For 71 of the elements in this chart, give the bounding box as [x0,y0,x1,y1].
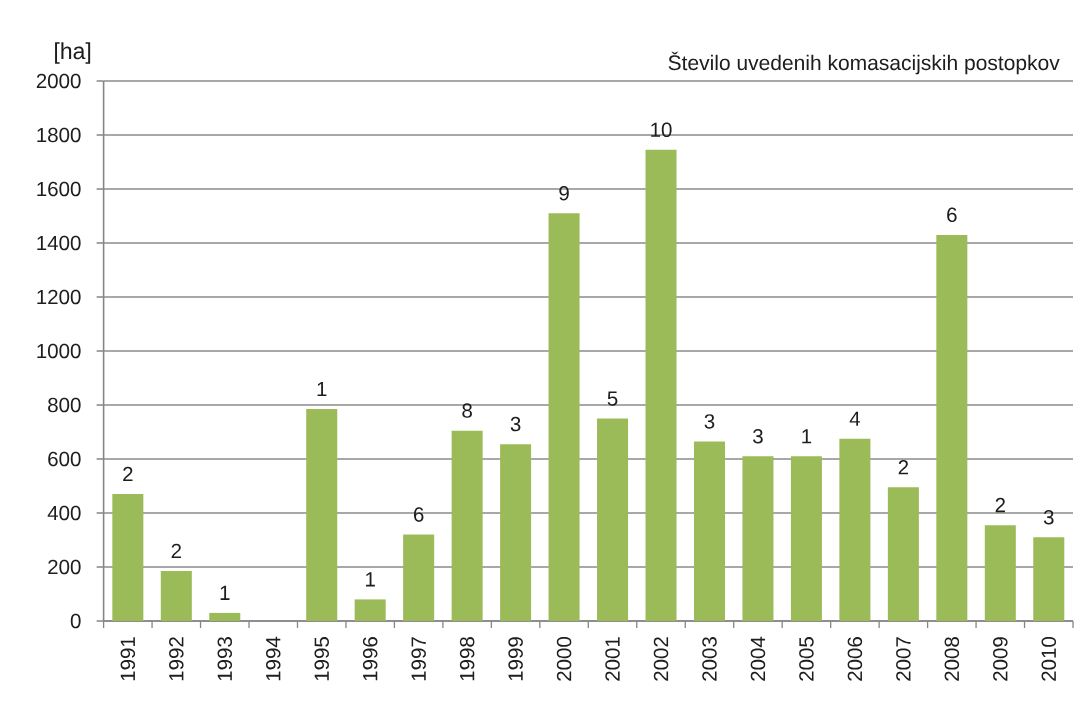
y-tick-label: 2000 [36,73,81,89]
y-tick-label: 0 [70,613,81,629]
y-axis-title: [ha] [55,42,91,64]
x-tick-label: 2000 [556,637,572,681]
bar [451,430,483,621]
bar [742,456,774,621]
y-tick-label: 1200 [37,289,81,305]
annotation: 1 [802,429,812,444]
x-tick-label: 1999 [508,637,523,681]
bar [936,234,968,621]
x-tick-label: 1997 [411,637,426,681]
annotation: 3 [753,428,763,444]
x-tick-label: 1993 [217,637,233,681]
bar [112,494,144,621]
x-tick-label: 2005 [799,637,814,681]
annotation: 6 [414,507,424,522]
bar [500,444,532,621]
bar [209,612,241,621]
annotation: 6 [947,207,957,223]
annotation: 2 [995,497,1005,513]
bar [597,418,629,621]
bar [548,213,580,621]
x-tick-label: 1992 [169,637,184,681]
y-tick-label: 1400 [37,235,81,251]
bar [839,438,871,621]
y-tick-label: 1800 [37,127,81,143]
annotation: 2 [171,543,181,559]
x-tick-label: 2007 [896,637,911,681]
annotation: 9 [559,185,569,201]
x-tick-label: 1994 [265,636,281,681]
x-tick-label: 2010 [1041,637,1057,681]
bar [984,525,1016,621]
y-tick-label: 600 [48,451,81,467]
text: Število uvedenih komasacijskih postopkov [668,51,1060,75]
bar [354,599,386,621]
x-tick-label: 2006 [847,637,863,681]
annotation: 1 [366,572,375,587]
annotation: 3 [510,416,521,432]
annotation: 1 [317,381,327,397]
y-tick-label: 1600 [37,181,81,197]
bar [160,571,192,621]
x-tick-label: 2002 [653,637,669,681]
x-tick-label: 2001 [605,637,620,681]
annotation: 2 [898,460,909,475]
x-tick-label: 2004 [750,636,766,681]
x-tick-label: 2008 [944,637,960,681]
y-tick-label: 800 [48,397,81,413]
y-tick-label: 400 [47,505,81,521]
annotation: 2 [123,466,133,482]
x-tick-label: 1998 [459,637,475,681]
bar [790,456,822,621]
y-tick-label: 1000 [37,343,81,359]
annotation: 8 [462,403,472,418]
bar [645,149,677,621]
y-tick-label: 200 [48,559,81,575]
annotation: 4 [849,411,860,426]
x-tick-label: 2009 [993,637,1008,681]
bar [403,534,435,621]
annotation: 5 [607,391,618,406]
bar [887,487,919,621]
annotation: 10 [651,122,672,138]
annotation: 3 [704,414,715,429]
x-tick-label: 1996 [362,637,378,681]
x-tick-label: 2003 [702,637,717,681]
annotation: 1 [220,585,230,600]
bar [693,441,725,621]
bar [1033,537,1065,621]
bar [306,409,338,621]
x-tick-label: 1995 [314,637,329,681]
annotation: 3 [1043,509,1054,525]
x-tick-label: 1991 [120,637,136,681]
